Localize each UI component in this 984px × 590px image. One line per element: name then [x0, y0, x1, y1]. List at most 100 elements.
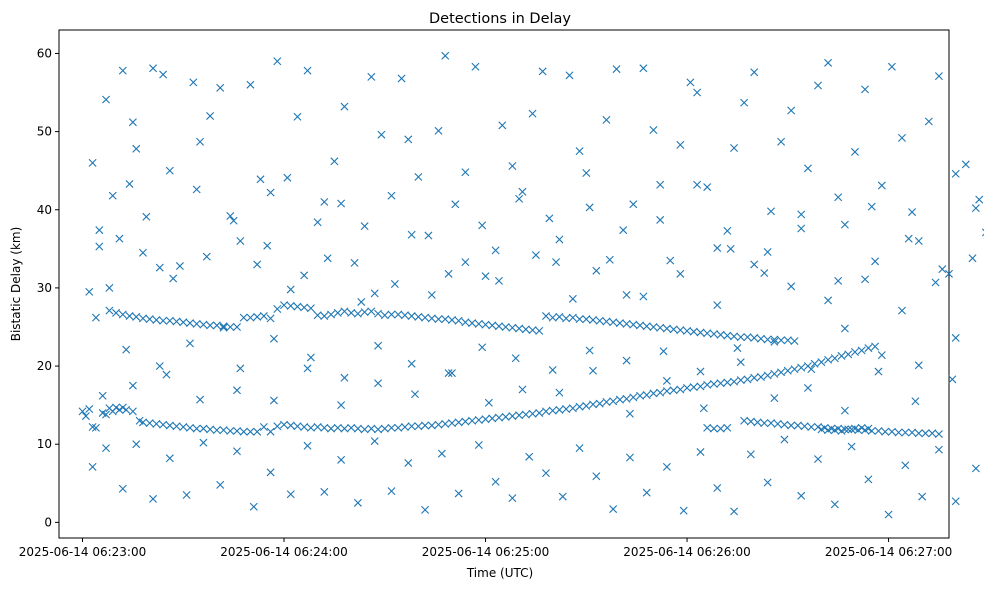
detection-point: [229, 216, 238, 225]
detection-point: [337, 199, 346, 208]
detection-point: [662, 324, 671, 333]
detection-point: [125, 179, 134, 188]
detection-point: [548, 313, 557, 322]
detection-point: [286, 490, 295, 499]
detection-point: [461, 417, 470, 426]
detection-point: [908, 208, 917, 217]
detection-point: [152, 419, 161, 428]
detection-point: [871, 257, 880, 266]
detection-point: [253, 312, 262, 321]
detection-point: [709, 380, 718, 389]
detection-point: [236, 237, 245, 246]
detection-point: [642, 390, 651, 399]
detection-point: [847, 442, 856, 451]
detection-point: [441, 51, 450, 60]
detection-point: [246, 427, 255, 436]
detection-point: [511, 354, 520, 363]
detection-point: [212, 426, 221, 435]
detection-point: [780, 435, 789, 444]
detection-point: [793, 421, 802, 430]
detection-point: [374, 341, 383, 350]
detection-point: [306, 423, 315, 432]
detection-point: [797, 224, 806, 233]
detection-point: [817, 358, 826, 367]
detection-point: [306, 304, 315, 313]
detection-point: [165, 316, 174, 325]
detection-point: [609, 397, 618, 406]
detection-point: [904, 234, 913, 243]
detection-point: [874, 367, 883, 376]
detection-point: [787, 106, 796, 115]
detection-point: [541, 312, 550, 321]
detection-point: [615, 395, 624, 404]
detection-point: [807, 423, 816, 432]
detection-point: [189, 78, 198, 87]
detection-point: [934, 72, 943, 81]
y-axis: 0 10 20 30 40 50 60: [37, 46, 59, 529]
detection-point: [461, 318, 470, 327]
detection-point: [233, 426, 241, 435]
detection-point: [703, 329, 712, 338]
detection-point: [834, 193, 843, 202]
detection-point: [602, 115, 611, 124]
detection-point: [861, 275, 870, 284]
detection-point: [656, 388, 665, 397]
detection-point: [582, 401, 591, 410]
detection-point: [199, 438, 208, 447]
detection-point: [750, 373, 759, 382]
detection-point: [575, 315, 584, 324]
detection-point: [488, 414, 497, 423]
detection-point: [249, 502, 258, 511]
detection-point: [155, 362, 164, 371]
detection-point: [118, 310, 127, 319]
detection-point: [407, 359, 416, 368]
detection-point: [142, 212, 151, 221]
detection-point: [454, 489, 463, 498]
detection-point: [585, 203, 594, 212]
detection-point: [918, 492, 927, 501]
detection-point: [535, 408, 544, 417]
detection-point: [787, 421, 796, 430]
detection-point: [128, 118, 137, 127]
detection-point: [454, 418, 463, 427]
detection-point: [619, 226, 628, 235]
detection-point: [246, 80, 255, 89]
detection-point: [857, 423, 866, 432]
detection-point: [777, 137, 786, 146]
detection-point: [165, 166, 174, 175]
detection-point: [414, 422, 423, 431]
detection-point: [169, 274, 178, 283]
detection-point: [337, 401, 346, 410]
detection-point: [233, 322, 241, 331]
detection-point: [411, 390, 419, 399]
detection-point: [447, 419, 456, 428]
detection-point: [750, 333, 759, 342]
detection-point: [468, 416, 477, 425]
detection-point: [461, 168, 470, 177]
detection-point: [622, 319, 631, 328]
detection-point: [145, 315, 154, 324]
detection-point: [102, 95, 111, 104]
detection-point: [367, 424, 376, 433]
detection-point: [629, 200, 638, 209]
detection-point: [521, 325, 530, 334]
detection-point: [239, 313, 248, 322]
detection-point: [914, 429, 923, 438]
detection-point: [478, 221, 487, 230]
detection-point: [777, 368, 786, 377]
detection-point: [145, 419, 154, 428]
detection-point: [824, 355, 833, 364]
detection-point: [924, 117, 933, 126]
detection-point: [273, 57, 282, 66]
detection-point: [948, 375, 957, 384]
detection-point: [837, 351, 846, 360]
detection-point: [541, 469, 550, 478]
detection-point: [830, 426, 839, 435]
detection-point: [192, 424, 201, 433]
detection-point: [656, 215, 665, 224]
detection-point: [568, 313, 577, 322]
detection-point: [676, 140, 685, 149]
detection-point: [300, 303, 309, 312]
detection-point: [165, 421, 174, 430]
detection-point: [81, 412, 90, 421]
